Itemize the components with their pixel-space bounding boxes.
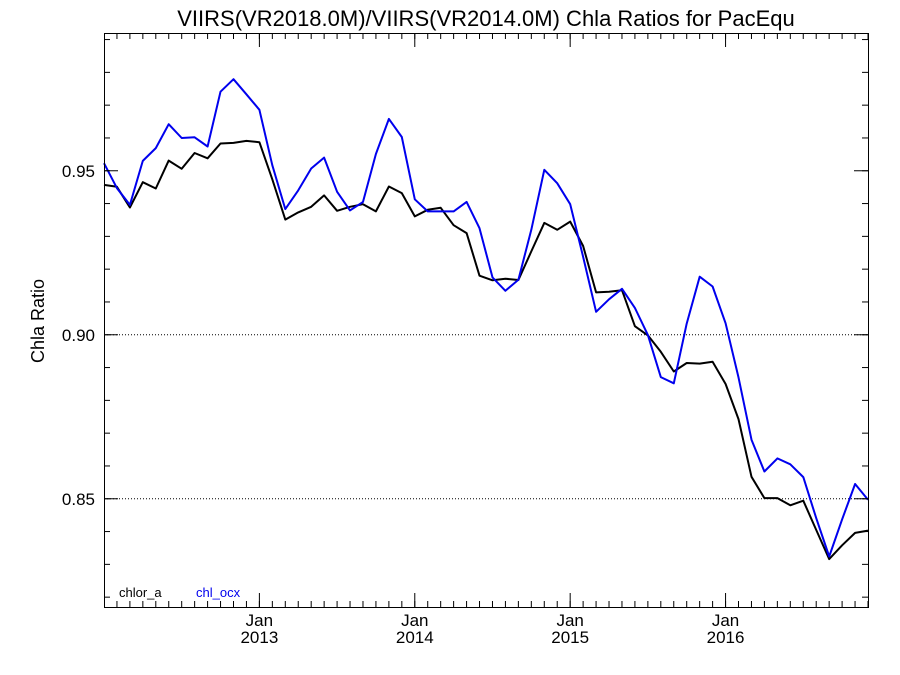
series-lines xyxy=(103,78,869,561)
y-tick-labels: 0.85 0.90 0.95 xyxy=(62,162,95,509)
x-tick-label-month: Jan xyxy=(712,611,739,630)
plot-frame xyxy=(104,33,869,608)
y-tick-label: 0.90 xyxy=(62,326,95,345)
x-tick-label-month: Jan xyxy=(401,611,428,630)
legend-entry-chlor-a: chlor_a xyxy=(119,585,162,600)
y-axis-label: Chla Ratio xyxy=(28,279,48,363)
x-tick-label-year: 2015 xyxy=(551,628,589,647)
x-tick-label-month: Jan xyxy=(556,611,583,630)
series-line-chl-ocx xyxy=(103,78,869,558)
reference-lines xyxy=(104,334,868,500)
chart-title: VIIRS(VR2018.0M)/VIIRS(VR2014.0M) Chla R… xyxy=(177,6,794,31)
legend-entry-chl-ocx: chl_ocx xyxy=(196,585,241,600)
x-tick-label-year: 2014 xyxy=(396,628,434,647)
y-tick-label: 0.85 xyxy=(62,490,95,509)
x-tick-label-month: Jan xyxy=(246,611,273,630)
legend: chlor_a chl_ocx xyxy=(119,585,241,600)
series-line-chlor-a xyxy=(103,139,869,561)
y-tick-label: 0.95 xyxy=(62,162,95,181)
x-tick-label-year: 2016 xyxy=(707,628,745,647)
x-tick-label-year: 2013 xyxy=(240,628,278,647)
axis-ticks xyxy=(104,33,869,607)
